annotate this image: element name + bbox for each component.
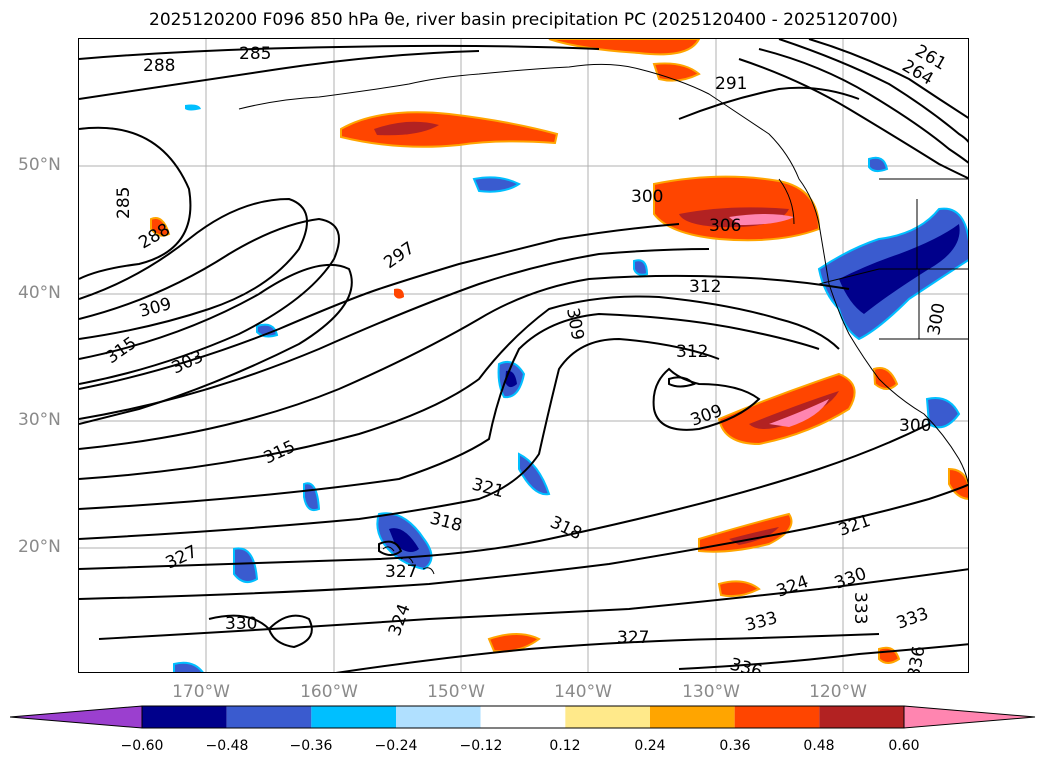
contour-label: 300 [631,187,663,207]
map-canvas: 288 285 285 288 309 315 303 297 312 309 … [79,39,968,673]
latitude-label: 50°N [18,155,61,175]
colorbar-outline [141,705,905,729]
colorbar [10,705,1036,729]
contour-label: 327 [163,542,201,574]
contour-label: 315 [102,333,140,368]
colorbar-tick-label: −0.48 [205,738,249,754]
contour-label: 333 [743,608,780,636]
colorbar-segment [565,706,650,728]
colorbar-tick-label: 0.60 [888,738,920,754]
theta-e-contours [79,39,968,672]
contour-label: 318 [428,509,465,537]
contour-label: 300 [899,416,931,436]
colorbar-segment [650,706,735,728]
contour-label: 336 [728,655,765,673]
colorbar-segment [480,706,566,728]
map-area: 288 285 285 288 309 315 303 297 312 309 … [78,38,969,673]
colorbar-segment [734,706,820,728]
longitude-label: 140°W [554,682,612,702]
contour-label: 288 [143,56,175,76]
colorbar-segment [819,706,904,728]
latitude-label: 40°N [18,283,61,303]
contour-label: 333 [894,604,931,634]
contour-label: 303 [169,347,207,379]
longitude-label: 170°W [172,682,230,702]
contour-label: 297 [380,238,418,273]
colorbar-tick-label: −0.60 [120,738,164,754]
contour-label: 309 [688,401,725,431]
contour-label: 315 [261,437,299,469]
contour-label: 327 [617,628,649,648]
colorbar-extend-high [903,705,1036,729]
colorbar-segment [396,706,481,728]
precip-shading [150,39,968,672]
colorbar-tick-label: 0.12 [549,738,581,754]
colorbar-tick-label: −0.12 [459,738,503,754]
contour-label: 318 [547,512,585,544]
contour-label: 312 [689,277,721,297]
contour-label: 291 [715,74,747,94]
colorbar-segment [226,706,312,728]
contour-label: 321 [470,475,507,503]
latitude-label: 30°N [18,410,61,430]
contour-label: 330 [832,564,869,594]
coastlines [238,63,968,575]
colorbar-tick-label: 0.36 [719,738,751,754]
contour-label: 300 [924,301,949,336]
colorbar-tick-label: 0.24 [634,738,666,754]
contour-label: 306 [709,216,741,236]
contour-label: 321 [836,511,873,541]
contour-label: 285 [114,187,134,219]
longitude-label: 130°W [682,682,740,702]
longitude-label: 120°W [809,682,867,702]
contour-label: 336 [904,644,929,673]
contour-label: 324 [774,572,811,602]
contour-label: 285 [239,44,271,64]
contour-label: 327 [385,562,417,582]
contour-label: 309 [562,306,587,341]
contour-label: 324 [385,601,415,638]
latitude-label: 20°N [18,537,61,557]
longitude-label: 150°W [427,682,485,702]
colorbar-extend-low [10,705,143,729]
contour-label: 288 [136,220,174,254]
contour-label: 330 [225,614,257,634]
map-title: 2025120200 F096 850 hPa θe, river basin … [149,10,898,30]
colorbar-segment [142,706,227,728]
contour-label: 333 [850,592,870,624]
colorbar-tick-label: 0.48 [803,738,835,754]
contour-label: 312 [676,342,708,362]
colorbar-tick-label: −0.36 [289,738,333,754]
colorbar-segment [311,706,396,728]
colorbar-tick-label: −0.24 [374,738,418,754]
longitude-label: 160°W [300,682,358,702]
